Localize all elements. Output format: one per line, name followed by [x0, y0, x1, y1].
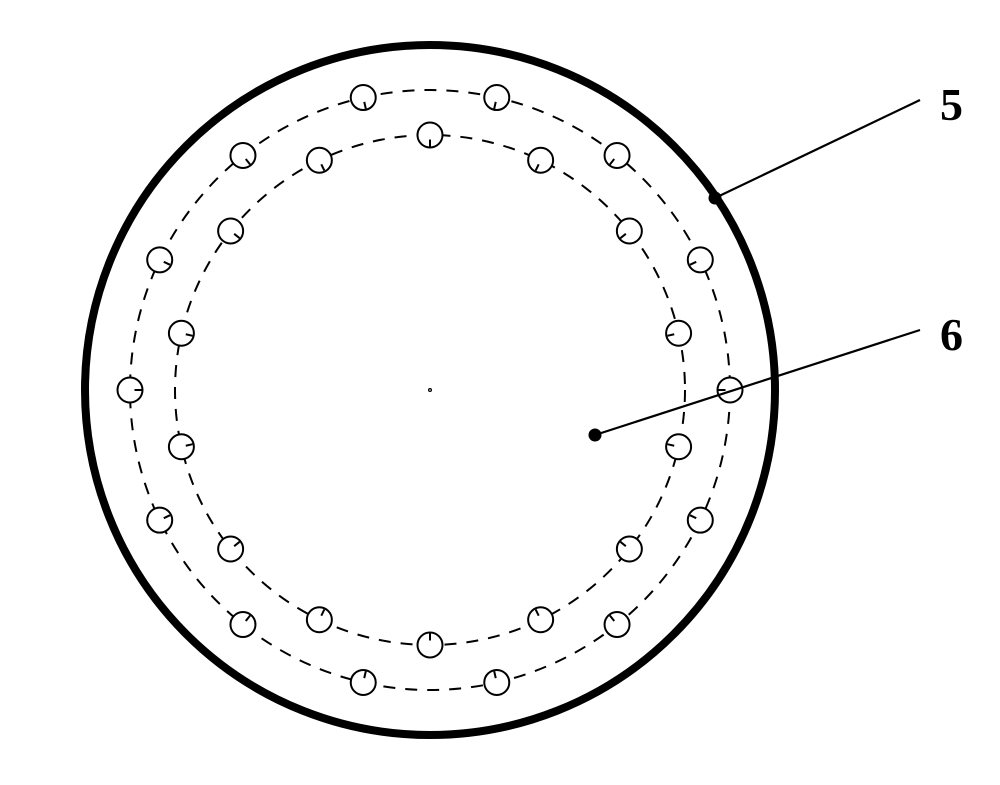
center-mark [429, 389, 432, 392]
inner-ring-marker [666, 321, 691, 346]
outer-ring-marker [147, 508, 172, 533]
inner-ring-marker [617, 536, 642, 561]
outer-ring-marker [688, 247, 713, 272]
callout-six-label: 6 [940, 309, 963, 360]
inner-ring-marker [218, 219, 243, 244]
outer-ring-marker [351, 85, 376, 110]
outer-ring-marker [688, 508, 713, 533]
inner-ring-marker [528, 148, 553, 173]
inner-ring-marker [617, 219, 642, 244]
inner-ring-marker [417, 123, 442, 148]
callout-six-dot [589, 429, 602, 442]
outer-ring-marker [605, 143, 630, 168]
inner-ring-marker [169, 321, 194, 346]
dashed-outer-circle [130, 90, 730, 690]
outer-ring-marker [147, 247, 172, 272]
callout-six-leader [595, 330, 920, 435]
callout-five-label: 5 [940, 79, 963, 130]
inner-ring-marker [307, 148, 332, 173]
outer-ring-marker [718, 378, 743, 403]
outer-ring-marker [484, 85, 509, 110]
callout-five-dot [709, 192, 722, 205]
outer-ring-marker [118, 378, 143, 403]
outer-ring-marker [484, 670, 509, 695]
inner-ring-marker [169, 434, 194, 459]
outer-ring-marker [605, 612, 630, 637]
inner-ring-marker [528, 607, 553, 632]
dashed-inner-circle [175, 135, 685, 645]
callout-five-leader [715, 100, 920, 198]
outer-ring-marker [230, 612, 255, 637]
inner-ring-marker [418, 633, 443, 658]
inner-ring-marker [666, 434, 691, 459]
outer-ring-marker [351, 670, 376, 695]
inner-ring-marker [218, 536, 243, 561]
inner-ring-marker [307, 607, 332, 632]
outer-ring-marker [230, 143, 255, 168]
